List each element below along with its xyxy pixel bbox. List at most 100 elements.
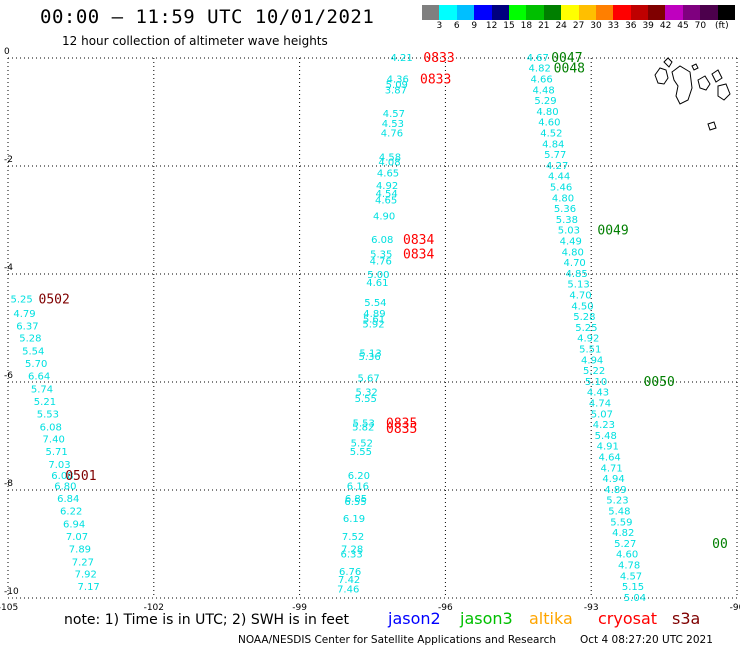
color-swatch bbox=[474, 5, 492, 20]
swh-value: 4.65 bbox=[375, 195, 397, 206]
color-scale-label: 45 bbox=[677, 21, 689, 31]
time-label: 0047 bbox=[551, 51, 582, 66]
swh-value: 5.48 bbox=[595, 431, 617, 442]
y-tick-label: -6 bbox=[4, 371, 13, 381]
time-label: 0050 bbox=[644, 375, 675, 390]
swh-value: 5.53 bbox=[37, 409, 59, 420]
legend-s3a: s3a bbox=[672, 609, 701, 628]
swh-value: 4.65 bbox=[377, 168, 399, 179]
swh-value: 5.36 bbox=[358, 352, 380, 363]
color-scale-label: 21 bbox=[538, 21, 550, 31]
swh-value: 4.74 bbox=[589, 399, 611, 410]
swh-value: 5.54 bbox=[22, 347, 44, 358]
swh-value: 4.36 bbox=[387, 75, 409, 86]
swh-value: 4.91 bbox=[597, 442, 619, 453]
swh-value: 5.32 bbox=[356, 388, 378, 399]
swh-value: 5.54 bbox=[364, 298, 386, 309]
swh-value: 5.92 bbox=[362, 320, 384, 331]
color-scale-bar bbox=[422, 5, 736, 20]
swh-value: 5.07 bbox=[591, 409, 613, 420]
swh-value: 4.89 bbox=[363, 309, 385, 320]
swh-value: 6.22 bbox=[60, 507, 82, 518]
swh-value: 4.67 bbox=[527, 53, 549, 64]
color-swatch bbox=[456, 5, 475, 20]
swh-value: 5.15 bbox=[622, 582, 644, 593]
swh-value: 4.23 bbox=[593, 420, 615, 431]
swh-value: 5.23 bbox=[606, 496, 628, 507]
time-label: 0833 bbox=[420, 73, 451, 88]
swh-value: 4.94 bbox=[602, 474, 624, 485]
swh-value: 4.49 bbox=[560, 237, 582, 248]
color-scale-label: 3 bbox=[436, 21, 443, 31]
swh-value: 7.46 bbox=[337, 584, 359, 595]
swh-value: 4.82 bbox=[612, 528, 634, 539]
swh-value: 4.92 bbox=[376, 181, 398, 192]
color-scale-label: 39 bbox=[642, 21, 654, 31]
swh-value: 6.08 bbox=[51, 471, 73, 482]
swh-value: 5.29 bbox=[534, 96, 556, 107]
swh-value: 5.55 bbox=[350, 447, 372, 458]
x-tick-label: -90 bbox=[730, 603, 740, 613]
color-swatch bbox=[491, 5, 509, 20]
swh-value: 4.48 bbox=[532, 85, 554, 96]
swh-value: 5.28 bbox=[19, 334, 41, 345]
x-tick-label: -93 bbox=[584, 603, 599, 613]
swh-value: 4.66 bbox=[530, 75, 552, 86]
color-scale-label: 9 bbox=[471, 21, 478, 31]
swh-value: 5.53 bbox=[353, 419, 375, 430]
swh-value: 6.64 bbox=[28, 372, 50, 383]
y-tick-label: -8 bbox=[4, 479, 13, 489]
time-label: 00 bbox=[712, 537, 728, 552]
legend-altika: altika bbox=[529, 609, 573, 628]
swh-value: 5.13 bbox=[567, 280, 589, 291]
swh-value: 5.25 bbox=[10, 294, 32, 305]
swh-value: 4.89 bbox=[604, 485, 626, 496]
swh-value: 5.71 bbox=[45, 447, 67, 458]
island-outline bbox=[711, 69, 723, 83]
swh-value: 5.36 bbox=[554, 204, 576, 215]
color-scale-label: 30 bbox=[590, 21, 602, 31]
swh-value: 7.42 bbox=[338, 575, 360, 586]
time-label: 0835 bbox=[386, 422, 417, 437]
x-tick-label: -105 bbox=[0, 603, 18, 613]
swh-value: 4.82 bbox=[529, 64, 551, 75]
time-label: 0048 bbox=[554, 62, 585, 77]
swh-value: 4.08 bbox=[378, 158, 400, 169]
swh-value: 4.80 bbox=[562, 247, 584, 258]
color-scale-label: 27 bbox=[572, 21, 585, 31]
swh-value: 7.28 bbox=[341, 544, 363, 555]
swh-value: 4.58 bbox=[379, 152, 401, 163]
y-tick-label: 0 bbox=[4, 47, 10, 57]
x-tick-label: -99 bbox=[292, 603, 307, 613]
swh-value: 5.35 bbox=[370, 249, 392, 260]
color-scale-label: 18 bbox=[520, 21, 533, 31]
swh-value: 5.70 bbox=[25, 359, 47, 370]
island-outline bbox=[671, 65, 693, 105]
swh-value: 4.64 bbox=[599, 453, 621, 464]
y-tick-label: -2 bbox=[4, 155, 13, 165]
swh-value: 6.16 bbox=[347, 482, 369, 493]
swh-value: 4.79 bbox=[13, 309, 35, 320]
time-label: 0501 bbox=[65, 469, 96, 484]
time-label: 0834 bbox=[403, 233, 434, 248]
swh-value: 7.89 bbox=[69, 544, 91, 555]
swh-value: 7.03 bbox=[48, 460, 70, 471]
swh-value: 4.76 bbox=[381, 129, 403, 140]
swh-value: 5.27 bbox=[614, 539, 636, 550]
swh-value: 5.82 bbox=[352, 422, 374, 433]
swh-value: 5.04 bbox=[624, 593, 646, 604]
swh-value: 6.94 bbox=[63, 519, 85, 530]
swh-value: 4.43 bbox=[587, 388, 609, 399]
track-jason3: 4.674.824.664.485.294.804.604.524.845.77… bbox=[527, 51, 728, 604]
color-scale-label: (ft) bbox=[715, 21, 729, 31]
swh-value: 5.21 bbox=[34, 397, 56, 408]
swh-value: 7.40 bbox=[43, 435, 65, 446]
swh-value: 5.10 bbox=[585, 377, 607, 388]
color-scale-label: 70 bbox=[694, 21, 707, 31]
swh-value: 6.76 bbox=[339, 567, 361, 578]
color-swatch bbox=[682, 5, 701, 20]
swh-value: 5.52 bbox=[351, 438, 373, 449]
swh-value: 5.48 bbox=[608, 507, 630, 518]
